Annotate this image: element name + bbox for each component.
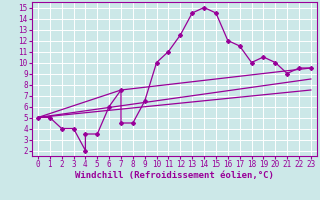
X-axis label: Windchill (Refroidissement éolien,°C): Windchill (Refroidissement éolien,°C)	[75, 171, 274, 180]
